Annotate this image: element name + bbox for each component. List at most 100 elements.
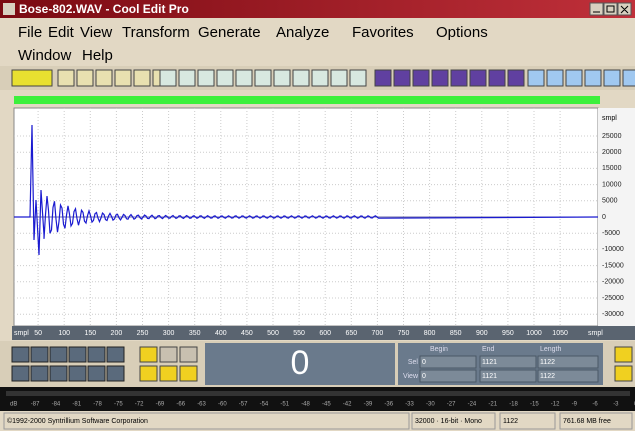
meter-label: -66 (176, 402, 185, 408)
tool-button[interactable] (159, 69, 177, 87)
zoom-button[interactable] (139, 365, 158, 382)
x-tick-label: 300 (163, 330, 175, 337)
zoom-button[interactable] (139, 346, 158, 363)
tool-button[interactable] (292, 69, 310, 87)
window-controls (589, 2, 632, 16)
tool-button[interactable] (507, 69, 525, 87)
meter-label: -39 (364, 402, 373, 408)
zoom-button[interactable] (614, 346, 633, 363)
meter-label: -63 (197, 402, 206, 408)
tool-button[interactable] (546, 69, 564, 87)
x-tick-label: 1050 (552, 330, 568, 337)
meter-label: -51 (280, 402, 289, 408)
sel-field[interactable] (419, 355, 477, 369)
sel-field[interactable] (537, 369, 599, 383)
meter-label: -87 (31, 402, 40, 408)
meter-label: -12 (551, 402, 560, 408)
range-bar[interactable] (14, 96, 600, 104)
y-tick-label: -30000 (602, 311, 624, 318)
zoom-button[interactable] (179, 346, 198, 363)
status-text: 32000 · 16-bit · Mono (415, 418, 482, 425)
menu-item[interactable]: Options (436, 24, 488, 41)
tool-button[interactable] (11, 69, 53, 87)
transport-button[interactable] (87, 365, 106, 382)
transport-button[interactable] (49, 346, 68, 363)
menu-item[interactable]: View (80, 24, 112, 41)
tool-button[interactable] (95, 69, 113, 87)
tool-button[interactable] (565, 69, 583, 87)
tool-button[interactable] (254, 69, 272, 87)
transport-button[interactable] (11, 346, 30, 363)
tool-button[interactable] (527, 69, 545, 87)
zoom-button[interactable] (179, 365, 198, 382)
minimize[interactable] (589, 2, 604, 16)
tool-button[interactable] (450, 69, 468, 87)
tool-button[interactable] (374, 69, 392, 87)
tool-button[interactable] (488, 69, 506, 87)
tool-button[interactable] (178, 69, 196, 87)
tool-button[interactable] (114, 69, 132, 87)
menu-item[interactable]: Favorites (352, 24, 414, 41)
menu-item[interactable]: Edit (48, 24, 75, 41)
transport-button[interactable] (68, 365, 87, 382)
tool-button[interactable] (216, 69, 234, 87)
tool-button[interactable] (469, 69, 487, 87)
tool-button[interactable] (197, 69, 215, 87)
tool-button[interactable] (584, 69, 602, 87)
tool-button[interactable] (431, 69, 449, 87)
transport-button[interactable] (106, 365, 125, 382)
transport-button[interactable] (49, 365, 68, 382)
y-tick-label: -20000 (602, 279, 624, 286)
transport-button[interactable] (87, 346, 106, 363)
menu-item[interactable]: Window (18, 47, 72, 64)
x-tick-label: 1000 (526, 330, 542, 337)
x-tick-label: 750 (398, 330, 410, 337)
tool-button[interactable] (330, 69, 348, 87)
meter-bar (6, 391, 630, 396)
transport-button[interactable] (30, 346, 49, 363)
status-text: 1122 (503, 418, 518, 425)
meter-label: -72 (135, 402, 144, 408)
tool-button[interactable] (311, 69, 329, 87)
time-display (205, 343, 395, 385)
meter-label: -15 (530, 402, 539, 408)
x-tick-label: 550 (293, 330, 305, 337)
transport-button[interactable] (106, 346, 125, 363)
meter-label: dB (10, 402, 17, 408)
y-scale (598, 108, 635, 326)
tool-button[interactable] (57, 69, 75, 87)
tool-button[interactable] (393, 69, 411, 87)
sel-field[interactable] (479, 355, 537, 369)
sel-field[interactable] (419, 369, 477, 383)
menu-item[interactable]: Generate (198, 24, 261, 41)
tool-button[interactable] (349, 69, 367, 87)
tool-button[interactable] (273, 69, 291, 87)
menu-bar: File Edit View Transform Generate Analyze Favo… (18, 24, 488, 64)
zoom-button[interactable] (614, 365, 633, 382)
tool-button[interactable] (235, 69, 253, 87)
sel-field[interactable] (537, 355, 599, 369)
menu-item[interactable]: Transform (122, 24, 190, 41)
menu-item[interactable]: File (18, 24, 42, 41)
y-tick-label: -25000 (602, 295, 624, 302)
status-cell (3, 412, 410, 430)
y-tick-label: -15000 (602, 262, 624, 269)
transport-button[interactable] (11, 365, 30, 382)
y-unit: smpl (602, 115, 617, 122)
zoom-button[interactable] (159, 346, 178, 363)
meter-label: -6 (592, 402, 598, 408)
maximize[interactable] (603, 2, 618, 16)
tool-button[interactable] (76, 69, 94, 87)
x-tick-label: 900 (476, 330, 488, 337)
transport-button[interactable] (30, 365, 49, 382)
sel-field[interactable] (479, 369, 537, 383)
tool-button[interactable] (412, 69, 430, 87)
zoom-button[interactable] (159, 365, 178, 382)
tool-button[interactable] (603, 69, 621, 87)
tool-button[interactable] (622, 69, 635, 87)
transport-button[interactable] (68, 346, 87, 363)
tool-button[interactable] (133, 69, 151, 87)
meter-label: -81 (72, 402, 81, 408)
menu-item[interactable]: Help (82, 47, 113, 64)
menu-item[interactable]: Analyze (276, 24, 329, 41)
